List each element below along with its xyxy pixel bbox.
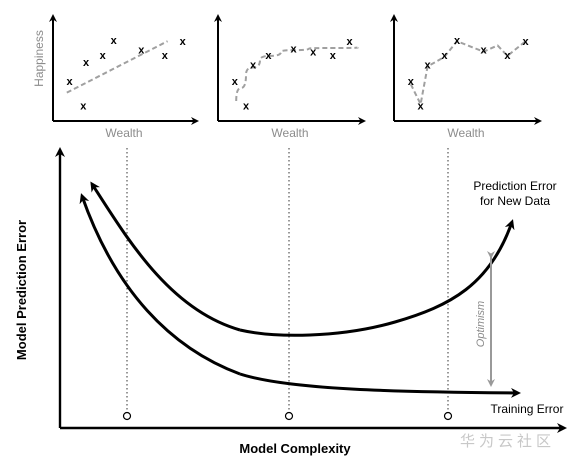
data-point-marker: x xyxy=(454,35,461,47)
fit-curve xyxy=(409,40,527,106)
small-plot-y-label: Happiness xyxy=(32,30,46,87)
fit-curve xyxy=(235,46,359,102)
data-point-marker: x xyxy=(162,50,169,62)
data-point-marker: x xyxy=(504,50,511,62)
data-point-marker: x xyxy=(310,47,317,59)
data-point-marker: x xyxy=(138,45,145,57)
data-point-marker: x xyxy=(265,50,272,62)
data-point-marker: x xyxy=(408,76,415,88)
small-plot-x-label: Wealth xyxy=(447,126,484,140)
data-point-marker: x xyxy=(66,76,73,88)
data-point-marker: x xyxy=(418,100,425,112)
main-plot: Optimism Prediction Error for New Data T… xyxy=(14,147,567,456)
main-y-axis-label: Model Prediction Error xyxy=(14,220,29,360)
data-point-marker: x xyxy=(80,100,87,112)
complexity-marker-optimal xyxy=(284,411,294,421)
data-point-marker: x xyxy=(243,100,250,112)
data-point-marker: x xyxy=(180,36,187,48)
data-point-marker: x xyxy=(291,44,298,56)
prediction-error-label-line1: Prediction Error xyxy=(473,179,556,193)
watermark: 华为云社区 xyxy=(460,432,556,450)
data-point-marker: x xyxy=(347,36,354,48)
main-x-axis-label: Model Complexity xyxy=(239,441,351,456)
data-point-marker: x xyxy=(83,57,90,69)
data-point-marker: x xyxy=(441,50,448,62)
prediction-error-curve-right xyxy=(239,219,515,337)
data-point-marker: x xyxy=(330,50,337,62)
training-error-curve-left xyxy=(79,193,241,376)
data-point-marker: x xyxy=(523,36,530,48)
data-point-marker: x xyxy=(232,76,239,88)
fit-curve xyxy=(66,40,168,94)
training-error-label: Training Error xyxy=(491,402,564,416)
complexity-marker-simple xyxy=(122,411,132,421)
small-plot-x-label: Wealth xyxy=(105,126,142,140)
data-point-marker: x xyxy=(111,35,118,47)
data-point-marker: x xyxy=(100,50,107,62)
prediction-error-curve xyxy=(90,181,241,332)
optimism-label: Optimism xyxy=(475,301,487,347)
complexity-marker-complex xyxy=(443,411,453,421)
prediction-error-label-line2: for New Data xyxy=(480,194,550,208)
small-plot-x-label: Wealth xyxy=(271,126,308,140)
data-point-marker: x xyxy=(481,45,488,57)
training-error-curve-right xyxy=(239,372,521,398)
data-point-marker: x xyxy=(250,59,257,71)
data-point-marker: x xyxy=(425,59,432,71)
